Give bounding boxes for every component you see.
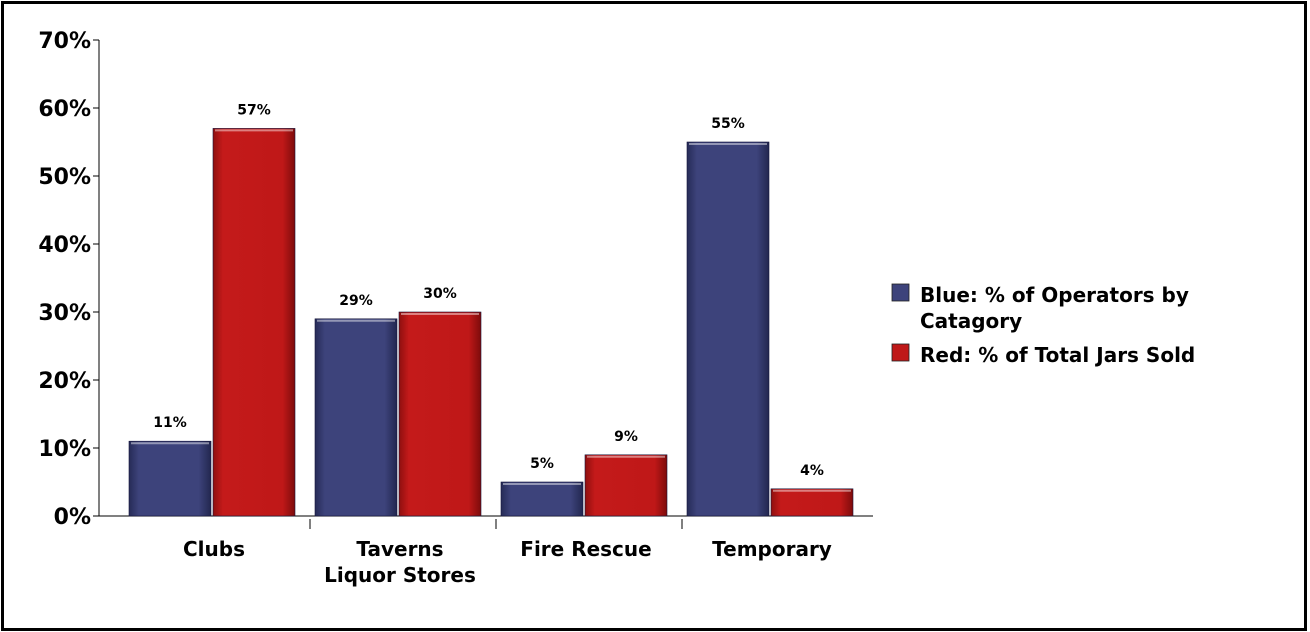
bar-series-2 <box>770 488 854 517</box>
data-label: 5% <box>530 456 554 472</box>
bars-layer <box>128 128 854 517</box>
data-label: 11% <box>153 415 187 431</box>
bar-series-2 <box>584 454 668 517</box>
bar-chart: 0% 10% 20% 30% 40% 50% 60% 70% Clubs TavernsLiquo… <box>38 29 1195 587</box>
y-tick-label: 0% <box>54 505 91 530</box>
legend-label: Red: % of Total Jars Sold <box>920 343 1195 367</box>
legend-swatch <box>891 283 910 302</box>
bar-series-1 <box>314 318 398 517</box>
y-tick-label: 30% <box>38 301 91 326</box>
y-tick-label: 70% <box>38 29 91 54</box>
y-tick-label: 20% <box>38 369 91 394</box>
bar-series-1 <box>128 440 212 517</box>
data-labels-layer: 11% 29% 5% 55% 57% 30% 9% 4% <box>153 102 824 478</box>
y-tick-label: 60% <box>38 97 91 122</box>
bar-series-1 <box>686 141 770 517</box>
x-category-label: Liquor Stores <box>324 563 476 587</box>
legend-swatch <box>891 343 910 362</box>
y-tick-label: 10% <box>38 437 91 462</box>
data-label: 30% <box>423 286 457 302</box>
bar-series-2 <box>212 128 296 517</box>
x-category-label: Temporary <box>712 537 832 561</box>
y-tick-label: 50% <box>38 165 91 190</box>
data-label: 57% <box>237 102 271 118</box>
y-tick-label: 40% <box>38 233 91 258</box>
legend-label: Blue: % of Operators by <box>920 283 1189 307</box>
x-category-label: Fire Rescue <box>520 537 651 561</box>
data-label: 55% <box>711 116 745 132</box>
bar-series-2 <box>398 311 482 517</box>
x-category-label: Clubs <box>183 537 245 561</box>
data-label: 29% <box>339 293 373 309</box>
data-label: 9% <box>614 429 638 445</box>
data-label: 4% <box>800 463 824 479</box>
legend-label: Catagory <box>920 309 1022 333</box>
axis-layer: 0% 10% 20% 30% 40% 50% 60% 70% Clubs TavernsLiquo… <box>38 29 873 587</box>
x-category-label: Taverns <box>356 537 443 561</box>
bar-series-1 <box>500 481 584 517</box>
